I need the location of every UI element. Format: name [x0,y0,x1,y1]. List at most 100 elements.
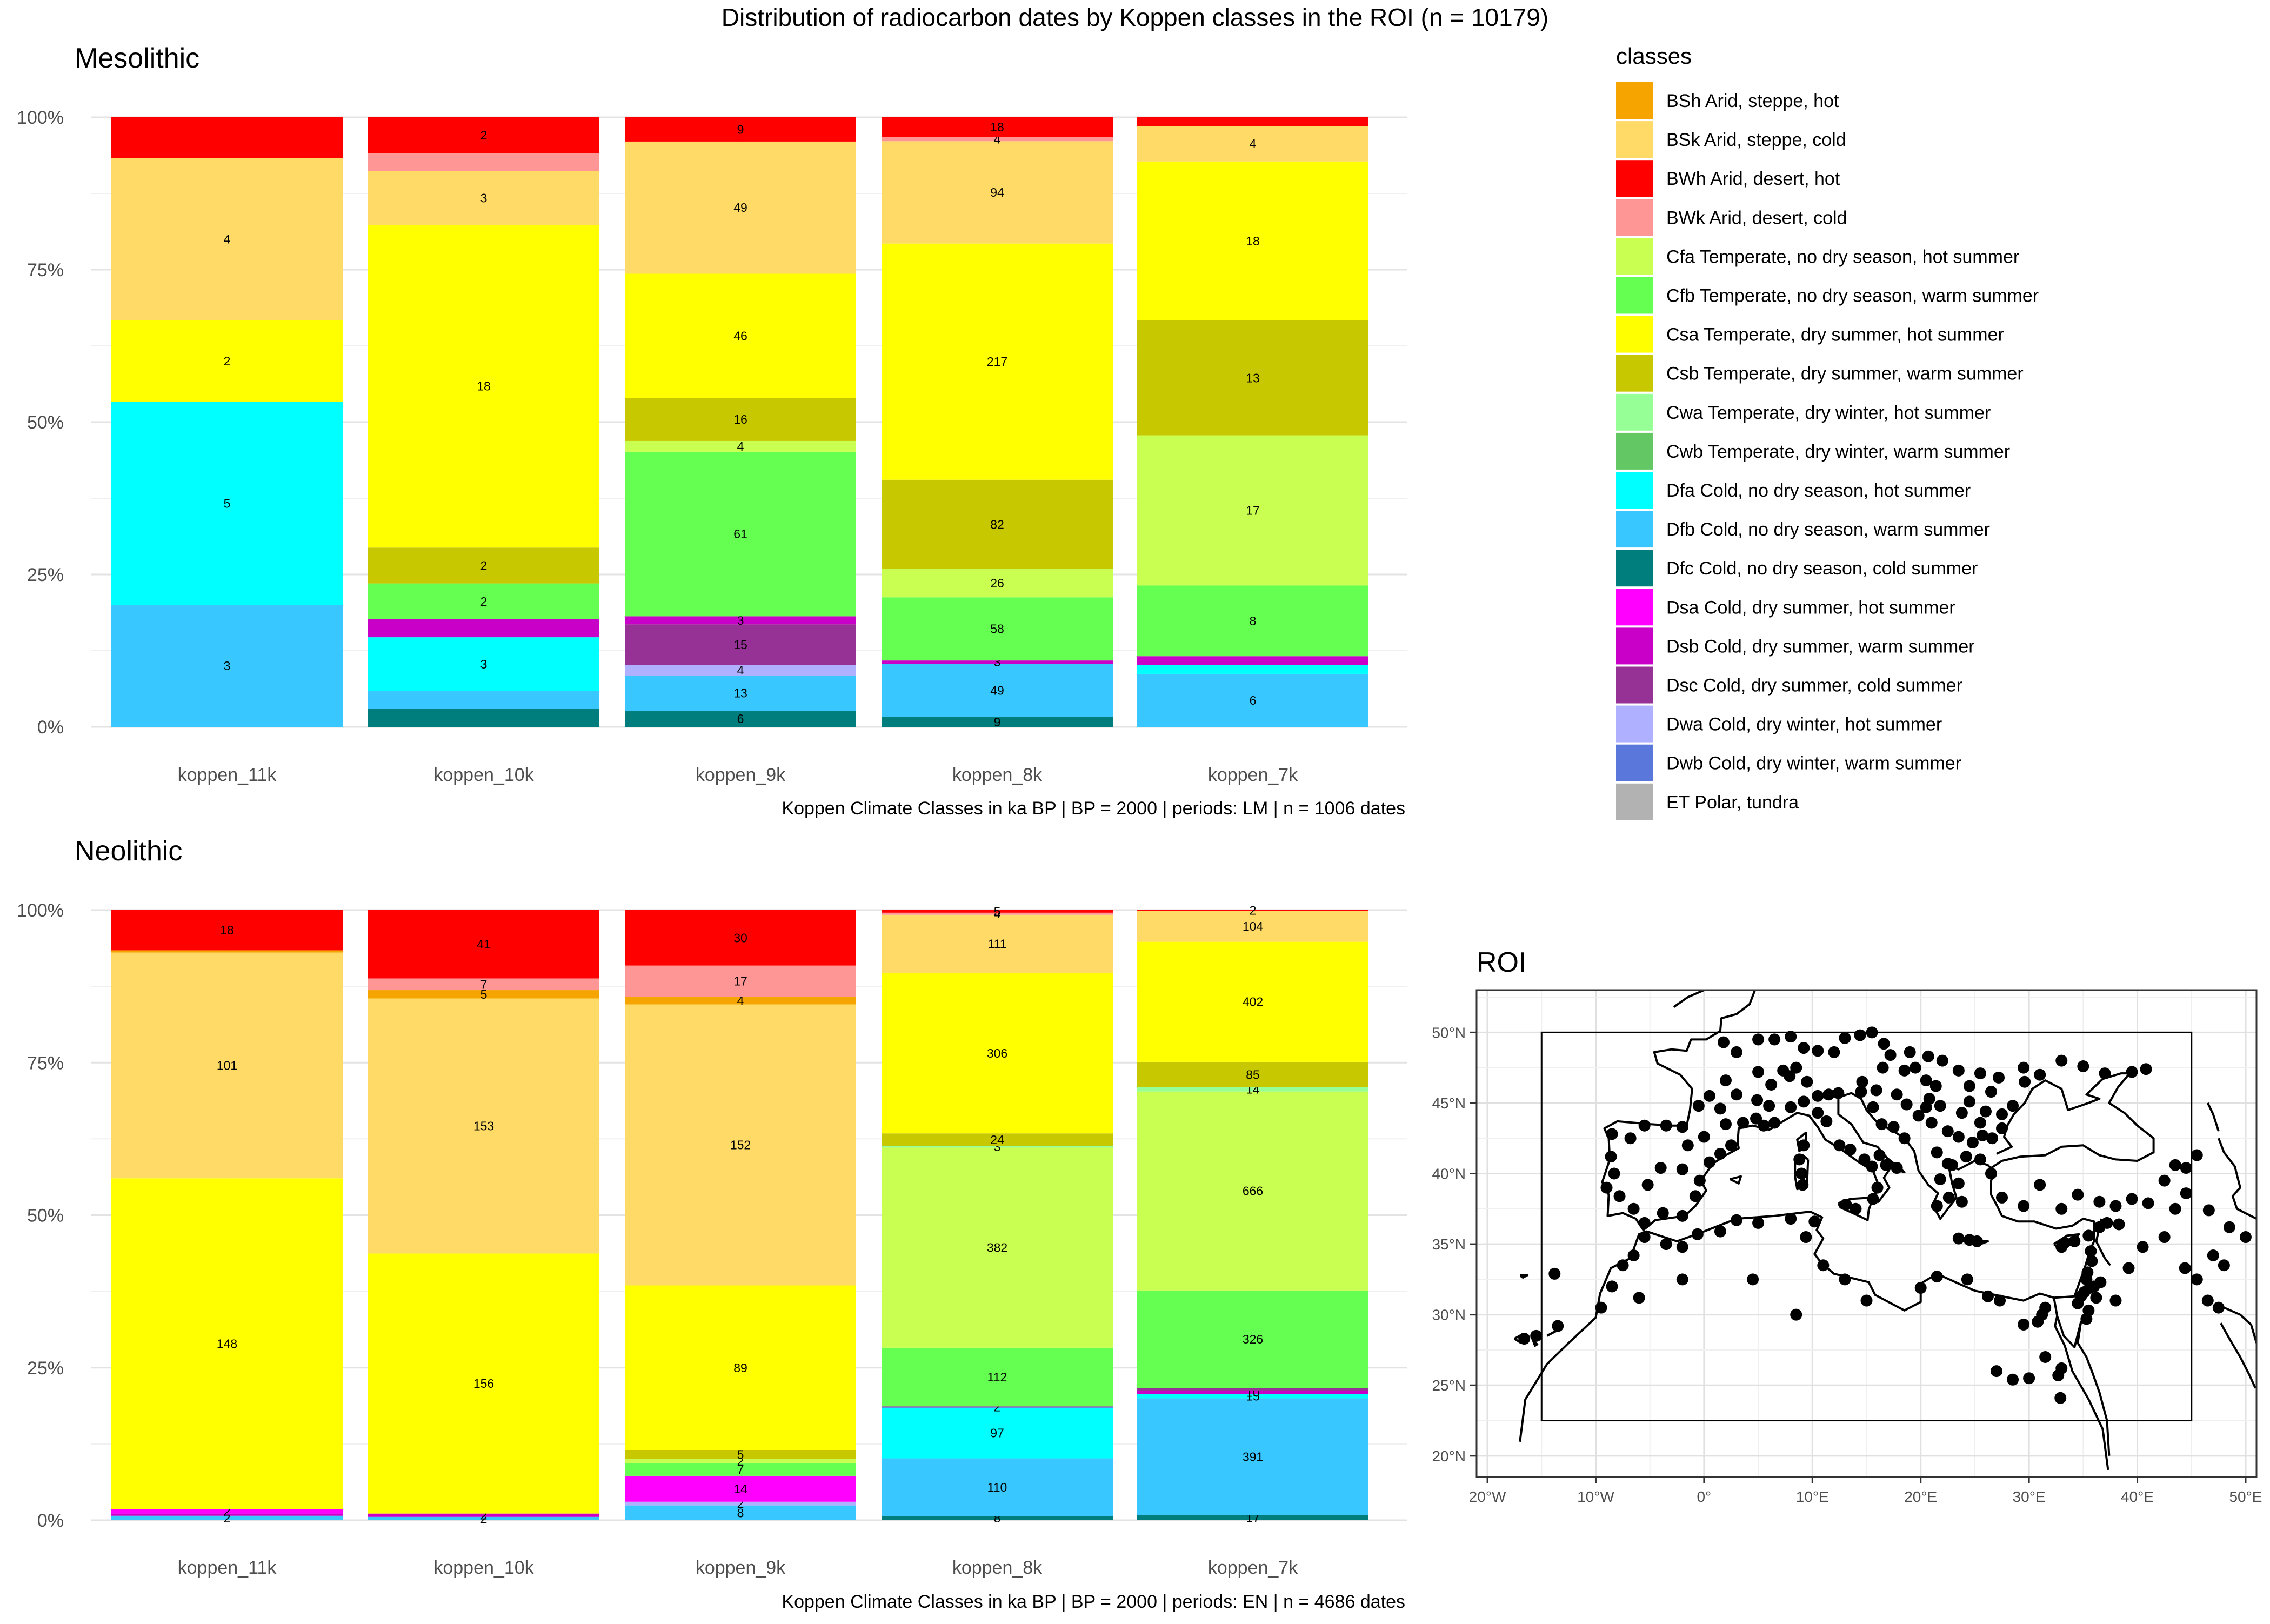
legend-item-dsb: Dsb Cold, dry summer, warm summer [1616,627,1975,665]
mesolithic-bar-segment-dfa [111,402,343,605]
roi-site-point [1856,1075,1868,1088]
roi-site-point [1737,1117,1750,1129]
roi-site-point [1552,1320,1564,1332]
roi-site-point [1931,1271,1943,1283]
roi-site-point [2088,1280,2100,1293]
roi-site-point [1974,1153,1986,1166]
neolithic-segment-label: 112 [987,1370,1007,1384]
roi-site-point [2072,1188,2084,1201]
mesolithic-bar-segment-cfb [368,583,599,619]
roi-site-point [1839,1273,1851,1286]
roi-site-point [1719,1118,1732,1131]
neolithic-bar-segment-cwa [882,1146,1113,1148]
roi-site-point [2101,1217,2113,1229]
neolithic-bar-segment-bwh [368,910,599,979]
roi-coastline [2220,1322,2256,1389]
roi-site-point [1866,1026,1878,1039]
mesolithic-bar-segment-csb [368,547,599,584]
mesolithic-bar-segment-dfb [1137,673,1368,727]
roi-site-point [1963,1095,1975,1108]
legend-item-cfb: Cfb Temperate, no dry season, warm summe… [1616,277,2039,314]
legend-item-et: ET Polar, tundra [1616,783,1799,820]
mesolithic-bar-segment-cfb [1137,585,1368,657]
roi-site-point [2099,1067,2111,1080]
legend-key-dwb [1616,744,1653,781]
neolithic-bar-segment-dsa [625,1475,856,1502]
neolithic-segment-label: 7 [480,977,488,991]
roi-site-point [2080,1313,2093,1325]
roi-site-point [1638,1217,1651,1229]
mesolithic-segment-label: 15 [733,638,747,652]
roi-site-point [1627,1249,1640,1261]
roi-site-point [1703,1090,1715,1102]
roi-x-tick-label: 30°E [2013,1488,2046,1505]
neolithic-bar-segment-bwh [1137,910,1368,911]
roi-site-point [1790,1308,1802,1321]
roi-site-point [2126,1066,2138,1078]
neolithic-bar-segment-dfb [1137,1398,1368,1515]
roi-site-point [2137,1241,2149,1253]
roi-site-point [1798,1139,1810,1152]
roi-site-point [2223,1221,2235,1233]
mesolithic-bar-segment-bsk [882,141,1113,244]
roi-coastline [1532,1339,1539,1347]
legend-item-cwa: Cwa Temperate, dry winter, hot summer [1616,393,1991,431]
neolithic-bar-segment-dfb [625,1505,856,1520]
mesolithic-segment-label: 13 [1246,371,1260,385]
legend-label: Cfa Temperate, no dry season, hot summer [1666,246,2019,267]
neolithic-bar-segment-csb [625,1449,856,1460]
neolithic-bar-segment-csa [625,1285,856,1450]
roi-site-point [1750,1112,1762,1125]
legend-label: Dfc Cold, no dry season, cold summer [1666,558,1978,579]
roi-site-point [1763,1100,1775,1112]
neolithic-bar-segment-dsa [111,1509,343,1514]
mesolithic-segment-label: 94 [990,185,1004,199]
neolithic-bar-segment-cfa [625,1459,856,1463]
roi-site-point [2201,1294,2214,1307]
roi-site-point [2055,1202,2068,1215]
mesolithic-bar-segment-cfa [1137,435,1368,586]
mesolithic-y-tick-label: 100% [17,108,64,128]
roi-site-point [1839,1032,1851,1044]
roi-site-point [2055,1362,2068,1374]
mesolithic-x-tick-label: koppen_10k [433,765,534,785]
roi-site-point [1994,1294,2006,1307]
roi-site-point [1717,1036,1730,1048]
roi-site-point [1946,1159,1958,1171]
neolithic-bar-segment-csb [882,1133,1113,1146]
neolithic-bar-segment-dfb [368,1516,599,1520]
legend: classes BSh Arid, steppe, hot BSk Arid, s… [1616,43,2039,820]
roi-site-point [1985,1167,1997,1180]
mesolithic-segment-label: 8 [1250,614,1257,628]
mesolithic-bar-segment-cfb [625,451,856,617]
legend-item-dwa: Dwa Cold, dry winter, hot summer [1616,705,1942,743]
roi-site-point [1660,1119,1672,1132]
mesolithic-bar-segment-dfc [625,711,856,727]
mesolithic-bar-segment-csa [625,273,856,398]
roi-site-point [1530,1329,1543,1342]
roi-site-point [1909,1061,1921,1074]
mesolithic-segment-label: 16 [733,412,747,426]
neolithic-segment-label: 17 [733,974,747,988]
roi-site-point [2007,1373,2019,1386]
neolithic-segment-label: 666 [1243,1184,1263,1198]
neolithic-bar-segment-dfb [882,1458,1113,1516]
roi-site-point [1832,1087,1845,1099]
roi-site-point [1920,1101,1932,1113]
roi-site-point [1877,1061,1889,1074]
mesolithic-bar-segment-dfb [111,605,343,727]
roi-x-tick-label: 20°E [1904,1488,1937,1505]
roi-site-point [1758,1119,1770,1132]
neolithic-segment-label: 382 [987,1241,1007,1255]
roi-site-point [1952,1177,1965,1189]
neolithic-y-tick-label: 100% [17,900,64,921]
neolithic-bar-segment-cfa [1137,1091,1368,1291]
mesolithic-segment-label: 5 [224,496,231,510]
neolithic-y-tick-label: 50% [27,1206,64,1226]
roi-site-point [1873,1149,1886,1161]
roi-sites [1518,1026,2252,1404]
roi-site-point [2018,1061,2030,1074]
legend-key-bsh [1616,82,1653,119]
